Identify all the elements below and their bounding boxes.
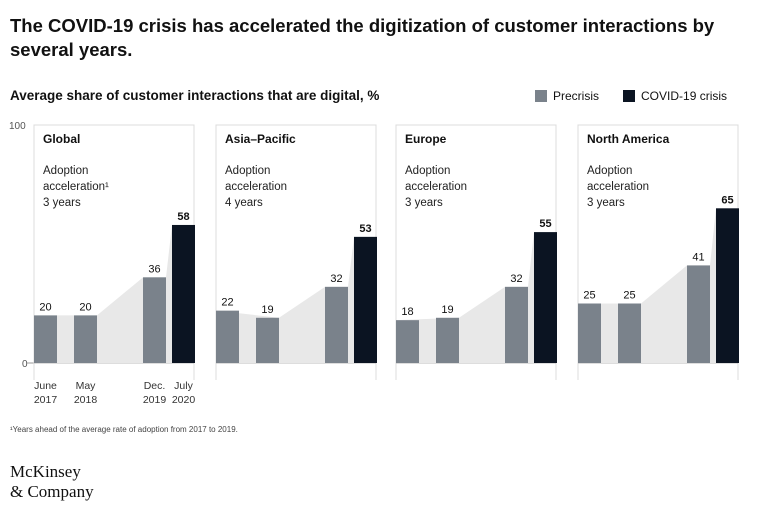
logo-line-2: & Company <box>10 482 94 501</box>
headline: The COVID-19 crisis has accelerated the … <box>10 15 715 60</box>
adoption-text-global-0: Adoption <box>43 165 88 177</box>
growth-area-global <box>34 224 172 363</box>
x-tick-label-2-1: 2019 <box>143 394 167 406</box>
x-tick-label-1-1: 2018 <box>74 394 98 406</box>
mckinsey-logo: McKinsey & Company <box>10 462 94 502</box>
value-label-global-2: 36 <box>148 263 160 275</box>
legend-swatch-precrisis <box>535 90 547 102</box>
bar-global-0 <box>34 315 57 363</box>
adoption-text-global-1: acceleration¹ <box>43 181 109 193</box>
bar-europe-3 <box>534 232 557 363</box>
growth-area-north-america <box>578 208 716 363</box>
panel-title-north-america: North America <box>587 132 670 146</box>
legend-swatch-covid <box>623 90 636 102</box>
bar-north-america-2 <box>687 265 710 363</box>
bar-asia-pacific-2 <box>325 286 348 363</box>
adoption-text-asia-pacific-0: Adoption <box>225 165 270 177</box>
legend-label-covid: COVID-19 crisis <box>641 89 728 103</box>
x-tick-label-3-1: 2020 <box>172 394 196 406</box>
bar-europe-2 <box>505 286 528 363</box>
x-tick-label-0-0: June <box>34 380 57 392</box>
adoption-text-europe-1: acceleration <box>405 181 467 193</box>
value-label-europe-3: 55 <box>539 218 551 230</box>
legend-item-covid: COVID-19 crisis <box>623 89 727 103</box>
value-label-global-1: 20 <box>79 301 91 313</box>
panel-title-asia-pacific: Asia–Pacific <box>225 132 296 146</box>
value-label-north-america-0: 25 <box>583 290 595 302</box>
adoption-text-europe-0: Adoption <box>405 165 450 177</box>
bar-europe-1 <box>436 317 459 363</box>
logo-line-1: McKinsey <box>10 462 81 481</box>
value-label-north-america-2: 41 <box>692 251 704 263</box>
chart-title: Average share of customer interactions t… <box>10 88 380 103</box>
value-label-asia-pacific-0: 22 <box>221 297 233 309</box>
bar-north-america-1 <box>618 303 641 363</box>
adoption-text-north-america-0: Adoption <box>587 165 632 177</box>
value-label-asia-pacific-3: 53 <box>359 223 371 235</box>
panel-title-europe: Europe <box>405 132 447 146</box>
legend: Precrisis COVID-19 crisis <box>535 89 751 103</box>
value-label-global-3: 58 <box>177 211 189 223</box>
value-label-asia-pacific-2: 32 <box>330 273 342 285</box>
value-label-north-america-1: 25 <box>623 290 635 302</box>
value-label-north-america-3: 65 <box>721 194 733 206</box>
value-label-europe-1: 19 <box>441 304 453 316</box>
value-label-europe-2: 32 <box>510 273 522 285</box>
adoption-text-europe-2: 3 years <box>405 197 443 209</box>
x-tick-label-0-1: 2017 <box>34 394 58 406</box>
value-label-global-0: 20 <box>39 301 51 313</box>
x-tick-label-2-0: Dec. <box>144 380 166 392</box>
bar-europe-0 <box>396 320 419 363</box>
bar-global-3 <box>172 224 195 363</box>
growth-area-asia-pacific <box>216 236 354 363</box>
value-label-europe-0: 18 <box>401 306 413 318</box>
bar-asia-pacific-1 <box>256 317 279 363</box>
adoption-text-north-america-2: 3 years <box>587 197 625 209</box>
bar-asia-pacific-0 <box>216 310 239 363</box>
bar-global-2 <box>143 277 166 363</box>
y-tick-label-top: 100 <box>9 121 26 132</box>
bar-global-1 <box>74 315 97 363</box>
footnote: ¹Years ahead of the average rate of adop… <box>10 425 238 434</box>
chart-area: 100 0 Global Adoption acceleration¹ 3 years 20… <box>9 121 739 406</box>
bar-north-america-3 <box>716 208 739 363</box>
value-label-asia-pacific-1: 19 <box>261 304 273 316</box>
bar-asia-pacific-3 <box>354 236 377 363</box>
x-tick-label-3-0: July <box>174 380 193 392</box>
y-tick-label-zero: 0 <box>22 359 28 370</box>
legend-item-precrisis: Precrisis <box>535 89 599 103</box>
growth-area-europe <box>396 232 534 363</box>
adoption-text-global-2: 3 years <box>43 197 81 209</box>
adoption-text-north-america-1: acceleration <box>587 181 649 193</box>
adoption-text-asia-pacific-2: 4 years <box>225 197 263 209</box>
panel-title-global: Global <box>43 132 80 146</box>
x-tick-label-1-0: May <box>76 380 97 392</box>
adoption-text-asia-pacific-1: acceleration <box>225 181 287 193</box>
bar-north-america-0 <box>578 303 601 363</box>
legend-label-precrisis: Precrisis <box>553 89 600 103</box>
